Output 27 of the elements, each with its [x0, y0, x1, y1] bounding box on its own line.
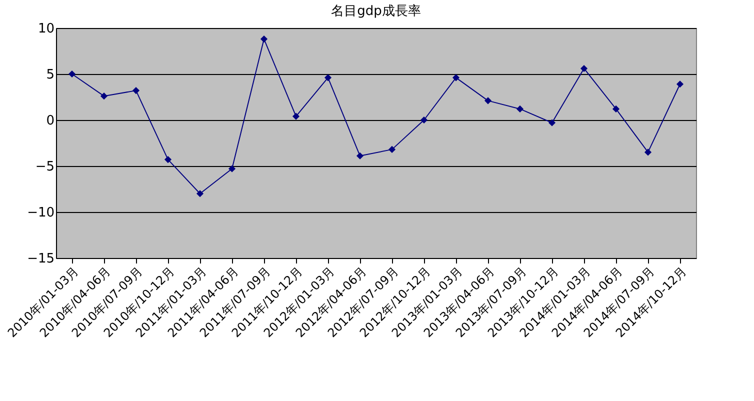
point	[132, 87, 140, 94]
point	[644, 148, 652, 156]
point	[452, 74, 460, 82]
point	[548, 119, 556, 126]
y-tick-label: 5	[46, 68, 54, 82]
y-tick-label: −15	[27, 252, 54, 266]
point	[196, 190, 204, 198]
point	[292, 112, 300, 120]
point	[516, 105, 524, 112]
point	[676, 80, 684, 88]
point	[164, 156, 172, 164]
chart-title: 名目gdp成長率	[331, 3, 421, 19]
y-tick-label: 0	[46, 114, 54, 128]
point	[68, 70, 76, 78]
point	[580, 64, 588, 72]
y-tick-label: −5	[35, 160, 54, 174]
point	[484, 97, 492, 104]
point	[388, 146, 396, 153]
y-tick-label: −10	[27, 206, 54, 220]
y-tick-label: 10	[38, 22, 54, 36]
point	[324, 74, 332, 82]
point	[612, 105, 620, 112]
point	[100, 92, 108, 100]
point	[356, 152, 364, 160]
point	[260, 36, 268, 43]
point	[420, 116, 428, 124]
point	[228, 165, 236, 172]
